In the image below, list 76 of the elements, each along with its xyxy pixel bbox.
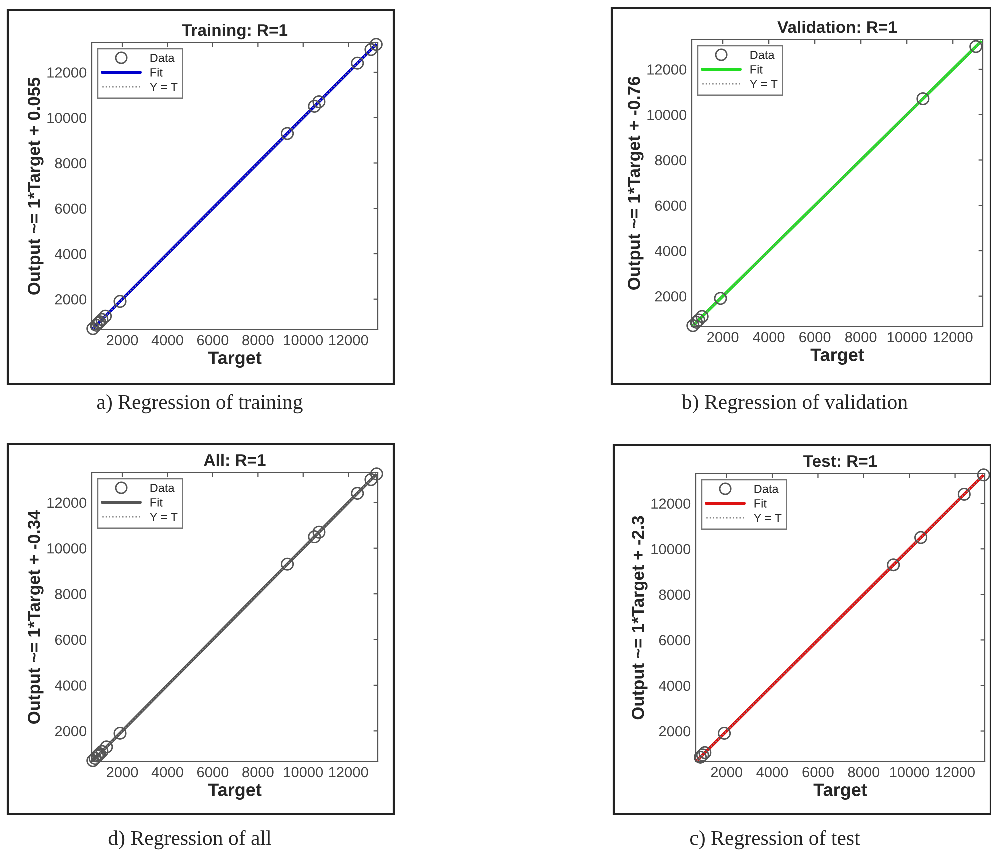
chart-title: All: R=1 [204,454,266,466]
y-tick-label: 6000 [655,200,687,212]
y-axis-title: Output ~= 1*Target + 0.055 [28,78,44,295]
x-tick-label: 6000 [800,332,831,343]
x-tick-label: 10000 [890,767,930,778]
x-tick-label: 4000 [756,767,788,778]
y-tick-label: 10000 [648,110,687,120]
y-tick-label: 12000 [48,498,87,508]
y-tick-label: 12000 [652,498,691,510]
x-tick-label: 8000 [242,335,274,346]
chart-title: Validation: R=1 [778,20,898,34]
x-axis-title: Target [814,784,868,800]
y-tick-label: 2000 [659,726,691,737]
x-tick-label: 2000 [708,332,739,343]
y-tick-label: 12000 [48,68,87,78]
text: c) Regression of test [690,830,860,850]
y-axis-title: Output ~= 1*Target + -2.3 [632,516,648,720]
x-axis-title: Target [810,348,864,366]
x-tick-label: 10000 [284,767,324,778]
x-tick-label: 12000 [329,335,368,346]
legend-label: Data [750,51,775,60]
legend-label: Fit [150,68,163,77]
y-tick-label: 10000 [48,543,87,554]
y-tick-label: 8000 [55,589,87,600]
legend-label: Fit [750,65,763,74]
chart-title: Training: R=1 [182,24,288,40]
legend-label: Data [150,54,175,62]
y-tick-label: 2000 [655,291,687,302]
x-tick-label: 2000 [107,335,138,346]
legend-label: Fit [150,498,163,507]
x-tick-label: 4000 [152,335,184,346]
x-tick-label: 6000 [197,767,229,778]
legend-label: Y = T [150,513,178,522]
y-tick-label: 4000 [55,249,87,260]
x-tick-label: 2000 [107,767,138,778]
y-tick-label: 8000 [655,155,687,166]
y-tick-label: 4000 [55,680,87,691]
x-tick-label: 10000 [284,335,324,346]
y-tick-label: 8000 [659,590,691,600]
legend-label: Y = T [750,80,778,88]
y-tick-label: 6000 [659,635,691,646]
legend-label: Y = T [150,83,178,92]
x-tick-label: 10000 [888,332,927,343]
y-tick-label: 12000 [648,64,687,75]
x-tick-label: 6000 [197,335,229,346]
text: a) Regression of training [97,394,303,414]
x-tick-label: 8000 [848,767,880,778]
y-tick-label: 8000 [55,158,87,169]
y-tick-label: 4000 [659,680,691,692]
x-tick-label: 4000 [152,767,184,778]
text: b) Regression of validation [682,394,908,414]
x-tick-label: 2000 [711,767,742,778]
y-tick-label: 10000 [652,544,691,555]
x-tick-label: 8000 [845,332,877,343]
y-tick-label: 2000 [55,294,87,305]
y-tick-label: 4000 [655,246,687,256]
x-axis-title: Target [208,352,262,368]
x-tick-label: 12000 [329,767,368,778]
y-axis-title: Output ~= 1*Target + -0.76 [628,76,644,290]
legend-label: Y = T [754,514,782,522]
y-tick-label: 6000 [55,634,87,646]
legend-label: Data [754,485,779,494]
x-tick-label: 8000 [242,767,274,778]
legend-label: Data [150,484,175,492]
legend-label: Fit [754,499,767,508]
text: d) Regression of all [108,830,272,850]
y-tick-label: 10000 [48,112,87,124]
x-axis-title: Target [208,784,262,800]
x-tick-label: 12000 [934,332,973,343]
y-tick-label: 2000 [55,726,87,737]
x-tick-label: 4000 [753,332,785,343]
chart-title: Test: R=1 [804,456,878,468]
y-tick-label: 6000 [55,204,87,214]
y-axis-title: Output ~= 1*Target + -0.34 [28,510,44,724]
x-tick-label: 12000 [936,767,976,778]
x-tick-label: 6000 [802,767,834,778]
